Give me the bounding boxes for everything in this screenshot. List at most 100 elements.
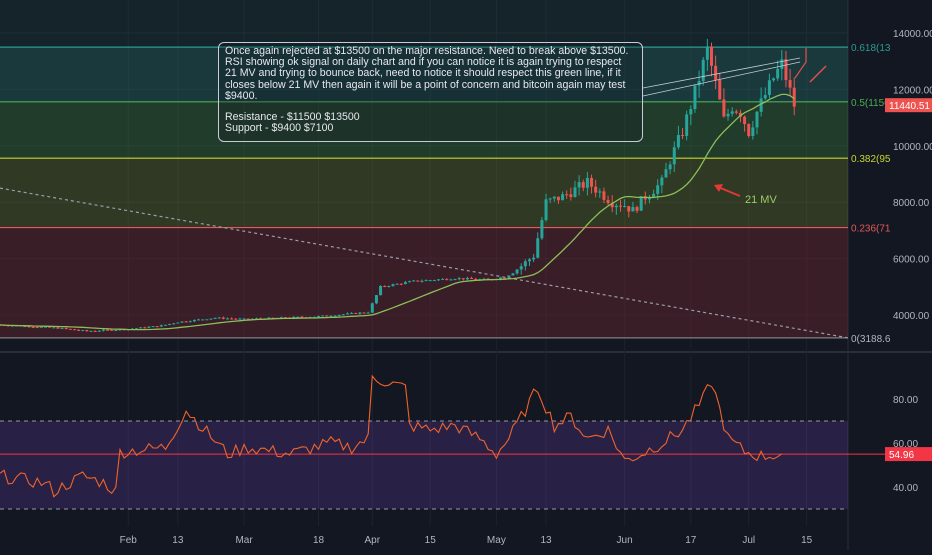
- candle-body: [672, 147, 676, 165]
- candle-body: [507, 275, 511, 278]
- candle-body: [283, 317, 287, 319]
- candle-body: [271, 317, 275, 319]
- candle-body: [726, 113, 730, 117]
- candle-body: [341, 314, 345, 316]
- candle-body: [499, 277, 503, 280]
- candle-body: [788, 80, 792, 88]
- candle-body: [27, 326, 31, 328]
- candle-body: [403, 282, 407, 284]
- candle-body: [660, 177, 664, 186]
- candle-body: [279, 317, 283, 319]
- annotation-callout[interactable]: Once again rejected at $13500 on the maj…: [218, 42, 643, 142]
- candle-body: [89, 330, 93, 332]
- candle-body: [722, 99, 726, 117]
- drawn-line[interactable]: [794, 48, 807, 79]
- fib-label: 0.236(71: [851, 224, 891, 235]
- candle-body: [639, 196, 643, 211]
- candle-body: [772, 78, 776, 81]
- candle-body: [238, 318, 242, 320]
- candle-body: [747, 124, 751, 137]
- price-axis[interactable]: [848, 0, 932, 550]
- candle-body: [693, 85, 697, 110]
- candle-body: [714, 65, 718, 80]
- candle-body: [548, 198, 552, 200]
- candle-body: [656, 185, 660, 194]
- candle-body: [333, 315, 337, 317]
- candle-body: [536, 238, 540, 258]
- candle-body: [350, 312, 354, 314]
- candle-body: [577, 182, 581, 188]
- candle-body: [60, 328, 64, 330]
- candle-body: [345, 313, 349, 315]
- price-tick-label: 12000.00: [893, 85, 932, 96]
- annotation-resistance: Resistance - $11500 $13500: [225, 111, 360, 124]
- candle-body: [697, 81, 701, 86]
- moving-average-line[interactable]: [0, 93, 795, 331]
- candle-body: [387, 286, 391, 288]
- candle-body: [93, 330, 97, 332]
- drawn-line[interactable]: [809, 65, 827, 83]
- candle-body: [709, 46, 713, 66]
- rsi-panel[interactable]: [0, 363, 848, 526]
- candle-body: [176, 322, 180, 324]
- candle-body: [317, 316, 321, 318]
- time-tick-label: 17: [685, 535, 697, 546]
- fib-zone-top: [0, 0, 848, 48]
- candle-body: [705, 46, 709, 60]
- candle-body: [565, 194, 569, 196]
- candle-body: [416, 280, 420, 282]
- candle-body: [734, 111, 738, 113]
- candle-body: [556, 196, 560, 201]
- candle-body: [792, 87, 796, 107]
- candle-body: [465, 277, 469, 280]
- candle-body: [197, 319, 201, 321]
- candle-body: [354, 312, 358, 314]
- time-tick-label: Jul: [742, 535, 755, 546]
- candle-body: [64, 328, 68, 330]
- candle-body: [246, 318, 250, 320]
- candle-body: [242, 318, 246, 320]
- candle-body: [48, 326, 52, 328]
- fib-zone: [0, 101, 848, 159]
- candle-body: [114, 330, 118, 332]
- candle-body: [784, 59, 788, 81]
- candle-body: [399, 283, 403, 285]
- candle-body: [205, 319, 209, 321]
- candle-body: [10, 325, 14, 327]
- candle-body: [668, 164, 672, 170]
- candle-body: [681, 135, 685, 137]
- time-tick-label: Feb: [120, 535, 138, 546]
- candle-body: [184, 321, 188, 323]
- candle-body: [159, 325, 163, 327]
- candle-body: [77, 329, 81, 331]
- fib-zone: [0, 158, 848, 228]
- candle-body: [374, 295, 378, 304]
- time-tick-label: 15: [801, 535, 813, 546]
- candle-body: [321, 315, 325, 317]
- candle-body: [139, 327, 143, 329]
- price-tag-label: 11440.51: [889, 101, 930, 112]
- candle-body: [135, 328, 139, 330]
- candle-body: [755, 111, 759, 128]
- candle-body: [503, 277, 507, 279]
- callout-pointer: [642, 61, 801, 97]
- candle-body: [292, 316, 296, 318]
- candle-body: [85, 330, 89, 332]
- candle-body: [515, 269, 519, 274]
- rsi-band: [0, 421, 848, 509]
- candle-body: [457, 278, 461, 280]
- fib-label: 0.5(1156: [851, 98, 890, 109]
- fib-label: 0(3188.6: [851, 334, 891, 345]
- candle-body: [52, 327, 56, 329]
- candle-body: [635, 207, 639, 211]
- candle-body: [35, 327, 39, 329]
- candle-body: [590, 177, 594, 187]
- candle-body: [180, 321, 184, 323]
- candle-body: [441, 278, 445, 280]
- rsi-line[interactable]: [0, 374, 783, 498]
- candle-body: [358, 312, 362, 314]
- candle-body: [569, 194, 573, 197]
- candle-body: [602, 191, 606, 200]
